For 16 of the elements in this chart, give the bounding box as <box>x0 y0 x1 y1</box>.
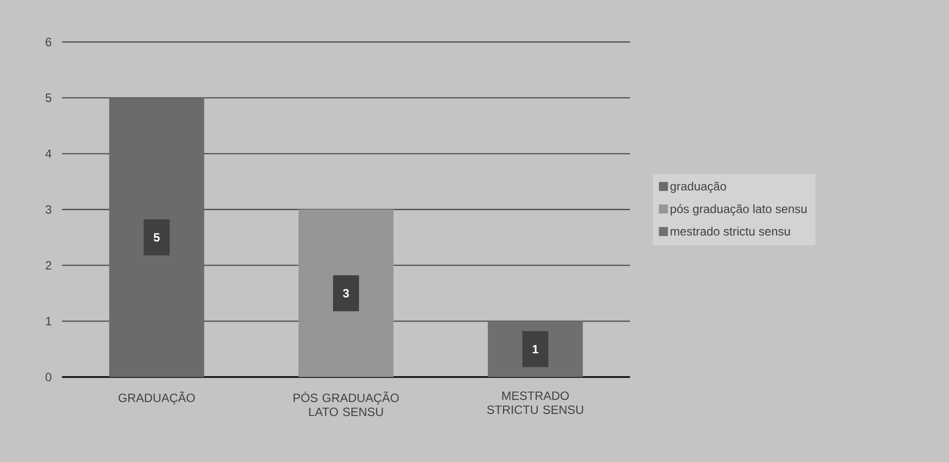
y-tick-label: 2 <box>46 261 52 270</box>
y-tick-label: 0 <box>46 372 52 382</box>
x-tick-label: MESTRADO STRICTU SENSU <box>487 391 584 414</box>
y-tick-label: 6 <box>46 38 52 46</box>
data-label: 5 <box>154 233 160 242</box>
x-tick-label: PÓS GRADUAÇÃO LATO SENSU <box>294 391 399 416</box>
x-tick-label: GRADUAÇÃO <box>118 391 195 405</box>
legend-label: mestrado strictu sensu <box>670 226 790 236</box>
y-tick-label: 1 <box>46 317 52 326</box>
legend-label: graduação <box>670 182 726 193</box>
data-label: 3 <box>342 288 349 298</box>
y-tick-label: 3 <box>46 205 52 214</box>
y-tick-label: 5 <box>46 94 52 102</box>
legend-label: pós graduação lato sensu <box>670 204 807 216</box>
data-label: 1 <box>532 344 538 354</box>
y-tick-label: 4 <box>45 150 52 158</box>
